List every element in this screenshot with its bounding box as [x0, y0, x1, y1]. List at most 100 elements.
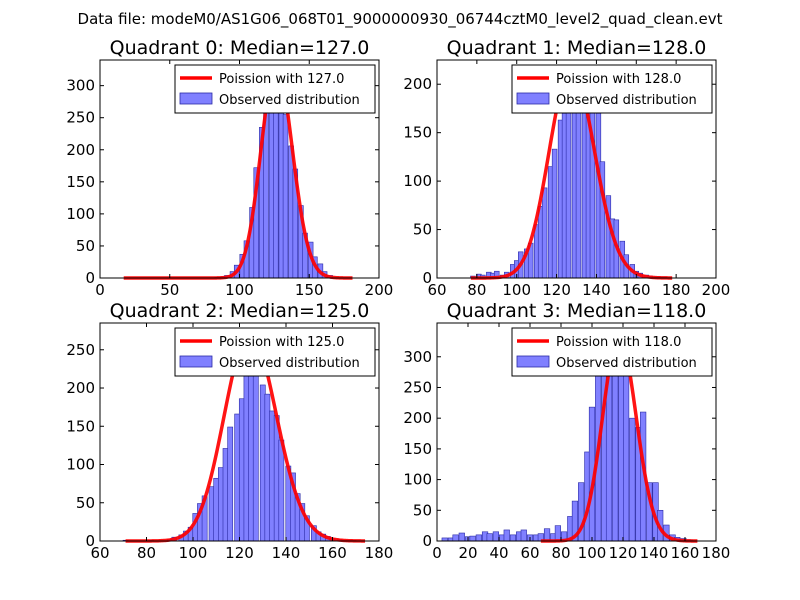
y-tick-label: 150	[66, 173, 95, 191]
axes-frame	[436, 59, 717, 279]
x-tick-label: 80	[551, 544, 570, 562]
y-tick-label: 50	[76, 494, 95, 512]
histogram-bar	[273, 85, 279, 279]
chart-title: Quadrant 2: Median=125.0	[110, 300, 370, 322]
y-tick-label: 0	[85, 269, 95, 287]
histogram-bar	[543, 528, 551, 542]
x-tick-label: 120	[225, 544, 254, 562]
y-tick-label: 50	[76, 237, 95, 255]
axes-frame	[436, 322, 717, 542]
x-tick-label: 80	[467, 281, 486, 299]
chart-title: Quadrant 0: Median=127.0	[110, 37, 370, 59]
legend-bar-swatch	[516, 92, 550, 105]
x-tick-label: 60	[427, 281, 446, 299]
y-tick-label: 50	[413, 221, 432, 239]
y-tick-label: 0	[422, 269, 432, 287]
x-tick-label: 120	[542, 281, 571, 299]
y-tick-label: 0	[85, 532, 95, 550]
histogram-bar	[554, 525, 561, 542]
x-tick-label: 160	[671, 544, 700, 562]
x-tick-label: 100	[502, 281, 531, 299]
histogram-bar	[475, 534, 482, 542]
x-tick-label: 180	[365, 544, 394, 562]
histogram-bar	[575, 87, 582, 279]
chart-panels: Quadrant 0: Median=127.00 50 100 150 2000501…	[66, 37, 730, 562]
histogram-bar	[469, 535, 476, 542]
histogram-bar	[278, 439, 285, 542]
legend-bar-swatch	[179, 92, 213, 105]
x-tick-label: 180	[662, 281, 691, 299]
chart-title: Quadrant 1: Median=128.0	[447, 37, 707, 59]
histogram-bar	[222, 448, 229, 542]
legend-bar-swatch	[516, 355, 550, 368]
histogram-bars	[122, 330, 357, 542]
y-tick-label: 250	[66, 341, 95, 359]
x-tick-label: 40	[489, 544, 508, 562]
x-tick-label: 160	[622, 281, 651, 299]
y-tick-label: 150	[66, 417, 95, 435]
histogram-bar	[509, 534, 517, 542]
histogram-bar	[629, 417, 636, 542]
y-tick-label: 200	[403, 409, 432, 427]
x-tick-label: 100	[225, 281, 254, 299]
x-tick-label: 50	[160, 281, 179, 299]
x-tick-label: 0	[432, 544, 442, 562]
histogram-bar	[218, 467, 224, 542]
histogram-bar	[623, 362, 630, 542]
histogram-bar	[458, 532, 465, 542]
legend-bar-swatch	[179, 355, 213, 368]
histogram-bar	[486, 533, 493, 542]
x-tick-label: 60	[90, 544, 109, 562]
histogram-bar	[227, 426, 234, 542]
histogram-bar	[238, 398, 245, 542]
y-tick-label: 150	[403, 440, 432, 458]
legend: Poission with 125.0 Observed distribution	[174, 327, 376, 377]
histogram-bar	[273, 415, 280, 542]
legend-box	[174, 64, 376, 114]
histogram-bar	[492, 531, 499, 542]
y-tick-label: 200	[66, 141, 95, 159]
x-tick-label: 200	[702, 281, 731, 299]
x-tick-label: 20	[458, 544, 477, 562]
histogram-bar	[589, 86, 596, 279]
histogram-bar	[269, 410, 275, 542]
y-tick-label: 250	[66, 109, 95, 127]
x-tick-label: 100	[578, 544, 607, 562]
y-tick-label: 200	[403, 75, 432, 93]
histogram-bar	[520, 529, 527, 542]
legend-box	[174, 327, 376, 377]
legend: Poission with 128.0 Observed distribution	[511, 64, 713, 114]
histogram-bar	[234, 413, 241, 542]
legend: Poission with 127.0 Observed distribution	[174, 64, 376, 114]
legend: Poission with 118.0 Observed distribution	[511, 327, 713, 377]
legend-box	[511, 64, 713, 114]
x-tick-label: 140	[272, 544, 301, 562]
legend-label-observed: Observed distribution	[219, 356, 360, 371]
legend-label-poisson: Poission with 127.0	[219, 72, 344, 87]
y-tick-label: 100	[403, 172, 432, 190]
y-tick-label: 250	[403, 378, 432, 396]
x-tick-label: 150	[295, 281, 324, 299]
x-tick-label: 140	[582, 281, 611, 299]
figure-suptitle: Data file: modeM0/AS1G06_068T01_90000009…	[78, 10, 723, 29]
y-tick-label: 50	[413, 501, 432, 519]
y-tick-label: 150	[403, 124, 432, 142]
chart-panel-2: Quadrant 2: Median=125.0 60 80 100 120 140 160…	[66, 300, 393, 562]
y-tick-label: 0	[422, 532, 432, 550]
legend-box	[511, 327, 713, 377]
histogram-bar	[503, 529, 510, 542]
x-tick-label: 140	[640, 544, 669, 562]
legend-label-poisson: Poission with 118.0	[556, 335, 681, 350]
histogram-bar	[541, 187, 548, 279]
histogram-bar	[551, 148, 558, 279]
legend-label-poisson: Poission with 128.0	[556, 72, 681, 87]
x-tick-label: 200	[365, 281, 394, 299]
chart-panel-3: Quadrant 3: Median=118.00 20 40 60 80 100 120 1…	[403, 300, 730, 562]
legend-label-poisson: Poission with 125.0	[219, 335, 344, 350]
y-tick-label: 300	[403, 348, 432, 366]
x-tick-label: 180	[702, 544, 731, 562]
y-tick-label: 100	[66, 456, 95, 474]
histogram-bar	[208, 486, 215, 542]
x-tick-label: 160	[318, 544, 347, 562]
